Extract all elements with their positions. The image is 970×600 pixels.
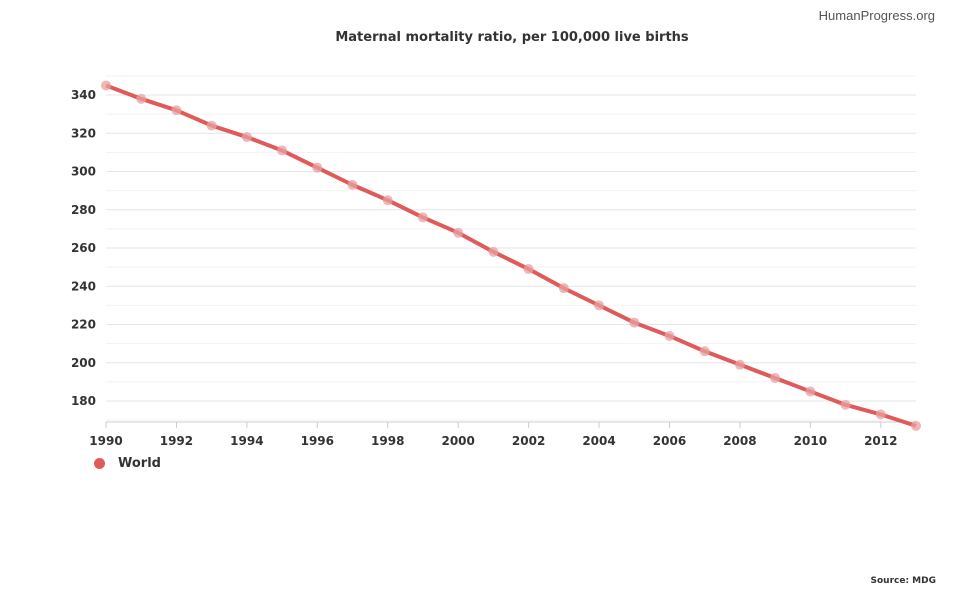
data-point xyxy=(558,283,569,294)
data-point xyxy=(347,179,358,190)
x-tick-label: 1996 xyxy=(301,434,334,448)
x-tick-label: 2008 xyxy=(723,434,756,448)
data-point xyxy=(206,120,217,131)
chart-title: Maternal mortality ratio, per 100,000 li… xyxy=(335,30,689,45)
x-tick-label: 2000 xyxy=(441,434,474,448)
x-tick-label: 2012 xyxy=(864,434,897,448)
x-tick-label: 2004 xyxy=(582,434,615,448)
source-note: Source: MDG xyxy=(870,576,937,586)
data-point xyxy=(523,264,534,275)
y-tick-label: 240 xyxy=(71,279,96,293)
y-tick-label: 300 xyxy=(71,165,96,179)
data-point xyxy=(417,212,428,223)
y-tick-label: 200 xyxy=(71,356,96,370)
data-point xyxy=(734,359,745,370)
data-point xyxy=(840,399,851,410)
x-tick-label: 2002 xyxy=(512,434,545,448)
y-tick-label: 180 xyxy=(71,394,96,408)
data-point xyxy=(453,227,464,238)
y-tick-label: 340 xyxy=(71,88,96,102)
x-tick-label: 2006 xyxy=(653,434,686,448)
brand-label[interactable]: HumanProgress.org xyxy=(818,8,935,23)
data-point xyxy=(699,346,710,357)
data-point xyxy=(382,195,393,206)
data-point xyxy=(136,93,147,104)
legend-item-world[interactable]: World xyxy=(94,456,161,471)
data-point xyxy=(594,300,605,311)
data-point xyxy=(875,409,886,420)
data-point xyxy=(488,246,499,257)
data-point xyxy=(312,162,323,173)
legend-label: World xyxy=(118,456,161,471)
data-point xyxy=(629,317,640,328)
data-point xyxy=(770,373,781,384)
data-point xyxy=(171,105,182,116)
data-point xyxy=(664,330,675,341)
y-tick-label: 220 xyxy=(71,318,96,332)
y-tick-label: 260 xyxy=(71,241,96,255)
x-tick-label: 1994 xyxy=(230,434,263,448)
data-point xyxy=(101,80,111,91)
x-tick-label: 1990 xyxy=(89,434,122,448)
y-tick-label: 280 xyxy=(71,203,96,217)
x-tick-label: 1998 xyxy=(371,434,404,448)
data-point xyxy=(277,145,288,156)
y-tick-label: 320 xyxy=(71,126,96,140)
legend-marker-icon xyxy=(94,458,105,469)
x-tick-label: 1992 xyxy=(160,434,193,448)
data-point xyxy=(805,386,816,397)
data-point xyxy=(241,132,252,143)
data-point xyxy=(911,420,921,431)
series-line-world xyxy=(105,83,917,428)
x-tick-label: 2010 xyxy=(794,434,827,448)
